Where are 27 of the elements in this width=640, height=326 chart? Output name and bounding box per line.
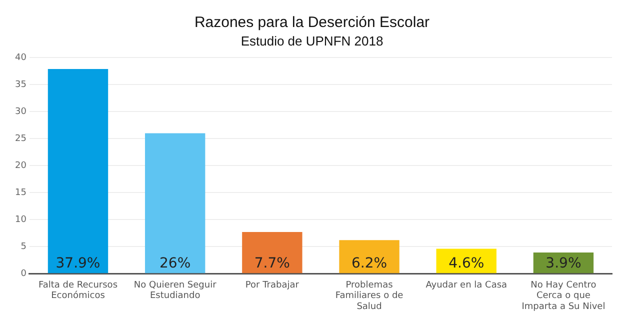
bar — [144, 133, 206, 274]
data-label: 3.9% — [546, 256, 582, 272]
y-tick-label: 30 — [15, 106, 27, 117]
x-tick-label: Problemas Familiares o de Salud — [335, 280, 404, 312]
chart-title: Razones para la Deserción Escolar — [194, 14, 430, 32]
y-tick-label: 10 — [15, 214, 27, 225]
data-label: 6.2% — [351, 256, 388, 272]
y-tick-label: 35 — [15, 80, 26, 90]
x-tick-label: No Hay Centro Cerca o que Imparta a Su Nivel — [522, 280, 606, 312]
bar — [242, 232, 302, 274]
y-tick-label: 25 — [15, 134, 26, 144]
y-tick-label: 20 — [15, 160, 27, 171]
x-tick-label: No Quieren Seguir Estudiando — [134, 280, 217, 302]
y-tick-label: 15 — [15, 188, 26, 198]
y-tick-label: 40 — [15, 52, 27, 63]
data-label: 26% — [160, 256, 191, 272]
x-tick-label: Por Trabajar — [245, 280, 300, 290]
data-label: 37.9% — [56, 256, 100, 272]
chart-subtitle: Estudio de UPNFN 2018 — [240, 33, 384, 48]
bar — [339, 240, 400, 274]
y-tick-label: 0 — [20, 268, 27, 279]
x-tick-label: Falta de Recursos Económicos — [38, 280, 118, 302]
data-label: 4.6% — [448, 256, 484, 272]
y-tick-label: 5 — [20, 242, 26, 252]
data-label: 7.7% — [254, 256, 290, 272]
bar — [48, 68, 108, 274]
x-tick-label: Ayudar en la Casa — [426, 280, 508, 290]
